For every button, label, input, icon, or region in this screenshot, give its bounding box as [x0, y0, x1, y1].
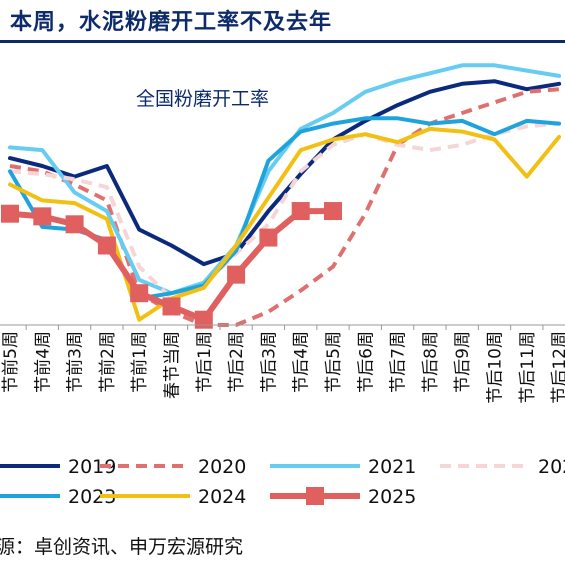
series-point-2025-7: [227, 265, 246, 284]
legend-label-2021: 2021: [368, 456, 416, 478]
legend-label-2025: 2025: [368, 486, 416, 508]
series-point-2025-2: [65, 215, 84, 234]
source-note: 源：卓创资讯、申万宏源研究: [0, 536, 244, 558]
series-point-2025-5: [162, 297, 181, 316]
x-tick-label: 节后9周: [453, 331, 473, 393]
legend-label-2022: 202: [538, 456, 565, 478]
x-tick-label: 节前3周: [66, 331, 86, 393]
series-point-2025-6: [194, 310, 213, 329]
x-tick-label: 节前2周: [98, 331, 118, 393]
series-line-2024: [8, 126, 562, 322]
series-point-2025-0: [1, 204, 19, 223]
x-tick-label: 节后4周: [292, 331, 312, 393]
x-tick-label: 节后3周: [259, 331, 279, 393]
page-title: 本周，水泥粉磨开工率不及去年: [10, 10, 333, 35]
x-tick-label: 节后12周: [550, 331, 565, 404]
x-tick-label: 节后6周: [356, 331, 376, 393]
x-tick-label: 节后10周: [486, 331, 506, 404]
legend-label-2020: 2020: [198, 456, 246, 478]
x-tick-label: 节后2周: [227, 331, 247, 393]
series-line-2019: [8, 79, 562, 267]
x-tick-label: 节后7周: [389, 331, 409, 393]
header-rule: [0, 40, 565, 43]
series-point-2025-3: [97, 236, 116, 255]
x-tick-label: 节前1周: [130, 331, 150, 393]
x-tick-label: 节后5周: [324, 331, 344, 393]
series-line-2021: [8, 63, 562, 296]
x-tick-label: 节前5周: [1, 331, 21, 393]
x-tick-label: 春节当周: [163, 331, 183, 399]
chart-title: 全国粉磨开工率: [136, 88, 269, 110]
series-point-2025-8: [259, 228, 278, 247]
legend-marker-2025: [306, 487, 324, 505]
line-chart: 全国粉磨开工率节前5周 节前4周 节前3周 节前2周 节前1周 春节当周 节后1周 节后2周节…: [0, 63, 565, 508]
series-line-2023: [8, 116, 562, 301]
x-tick-label: 节后11周: [518, 331, 538, 404]
legend-label-2024: 2024: [198, 486, 246, 508]
x-tick-label: 节前4周: [33, 331, 53, 393]
legend-label-2019: 2019: [68, 456, 116, 478]
series-point-2025-10: [324, 202, 342, 221]
x-tick-label: 节后1周: [195, 331, 215, 393]
legend-label-2023: 2023: [68, 486, 116, 508]
series-line-2022: [9, 121, 560, 301]
series-point-2025-1: [33, 207, 52, 226]
series-line-2020: [9, 87, 560, 327]
x-tick-label: 节后8周: [421, 331, 441, 393]
header: 本周，水泥粉磨开工率不及去年: [0, 0, 565, 44]
series-point-2025-4: [130, 284, 149, 303]
series-point-2025-9: [291, 202, 310, 221]
